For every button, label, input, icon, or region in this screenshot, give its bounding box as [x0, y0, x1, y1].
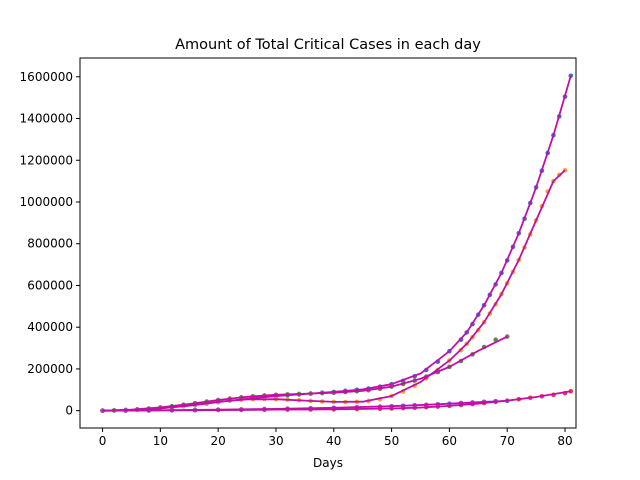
y-tick-label: 400000 [27, 320, 73, 334]
x-tick-label: 40 [326, 434, 341, 448]
x-tick-label: 20 [211, 434, 226, 448]
y-tick-label: 1000000 [20, 195, 73, 209]
y-tick-label: 1200000 [20, 153, 73, 167]
x-tick-label: 80 [557, 434, 572, 448]
y-tick-label: 1400000 [20, 112, 73, 126]
y-tick-label: 1600000 [20, 70, 73, 84]
y-tick-label: 0 [65, 404, 73, 418]
y-tick-label: 600000 [27, 278, 73, 292]
x-tick-label: 10 [153, 434, 168, 448]
plot-frame [79, 57, 577, 429]
x-tick-label: 0 [99, 434, 107, 448]
series-1 [100, 167, 568, 413]
series-1-fit-line [102, 169, 566, 412]
series-0 [100, 73, 574, 413]
series-0-fit-line [102, 75, 572, 412]
x-tick-label: 60 [442, 434, 457, 448]
series-2-fit-line [102, 335, 508, 412]
x-tick-label: 30 [268, 434, 283, 448]
x-tick-label: 70 [500, 434, 515, 448]
y-tick-label: 200000 [27, 362, 73, 376]
y-axis: 0 200000 400000 600000 800000 1000000 1200000 1… [20, 70, 80, 418]
chart-title: Amount of Total Critical Cases in each d… [175, 37, 481, 53]
plot-area [100, 73, 574, 413]
y-tick-label: 800000 [27, 237, 73, 251]
series-4-fit-line [102, 399, 508, 412]
x-tick-label: 50 [384, 434, 399, 448]
x-axis: 0 10 20 30 40 50 60 70 80 [99, 428, 573, 448]
x-axis-label: Days [313, 456, 343, 470]
